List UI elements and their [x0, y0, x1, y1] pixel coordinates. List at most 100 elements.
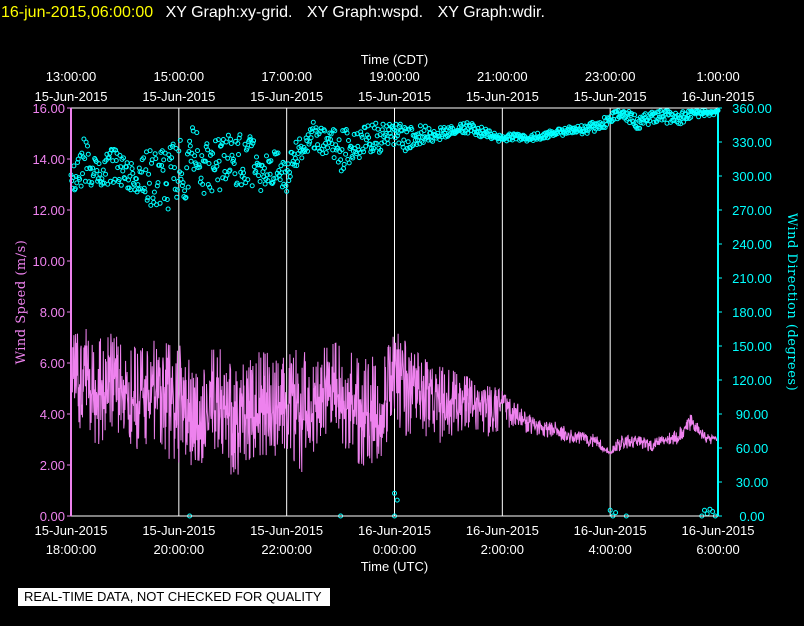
wind-direction-point [187, 143, 193, 149]
wind-direction-point [130, 170, 136, 176]
wind-direction-point [152, 151, 158, 157]
left-axis-title: Wind Speed (m/s) [14, 240, 29, 365]
wind-direction-point [283, 183, 289, 189]
wind-direction-point [100, 167, 106, 173]
wind-direction-point [351, 131, 357, 137]
wind-direction-point [118, 164, 124, 170]
wind-direction-point [371, 145, 377, 151]
wind-direction-point [232, 171, 238, 177]
wind-direction-point [366, 135, 372, 141]
wind-direction-point [90, 165, 96, 171]
wind-direction-point [417, 123, 423, 129]
header-title-wdir: XY Graph:wdir. [437, 4, 545, 21]
wind-direction-point [164, 181, 170, 187]
wind-direction-point [121, 155, 126, 161]
wind-direction-point [135, 182, 141, 188]
wind-direction-point [124, 160, 130, 166]
right-tick-label: 60.00 [736, 441, 769, 456]
wind-direction-point [600, 125, 606, 130]
right-tick-label: 360.00 [732, 101, 772, 116]
wind-direction-point [640, 120, 646, 126]
wind-direction-point [206, 161, 212, 166]
wind-direction-point [637, 125, 643, 131]
right-tick-label: 300.00 [732, 169, 772, 184]
wind-direction-point [405, 139, 411, 145]
left-tick-label: 8.00 [40, 305, 65, 320]
wind-direction-point [398, 127, 404, 133]
wind-direction-point [704, 511, 710, 517]
wind-direction-point [201, 190, 207, 196]
wind-direction-point [341, 161, 347, 167]
wind-direction-point [287, 174, 293, 179]
wind-direction-point [105, 181, 111, 187]
wind-direction-point [177, 137, 183, 143]
wind-direction-point [86, 179, 92, 185]
wind-direction-point [215, 177, 221, 183]
wind-direction-point [118, 182, 124, 188]
wind-direction-point [204, 141, 210, 147]
wind-direction-point [363, 143, 369, 149]
wind-direction-point [172, 186, 178, 192]
wind-direction-point [136, 165, 142, 171]
wind-direction-point [224, 172, 230, 178]
wind-direction-point [74, 180, 80, 186]
wind-direction-point [159, 163, 165, 168]
wind-direction-point [658, 108, 663, 114]
wind-direction-point [681, 119, 686, 125]
header-timestamp: 16-jun-2015,06:00:00 [1, 4, 154, 21]
wind-direction-series [68, 108, 721, 519]
wind-direction-point [422, 123, 428, 129]
wind-direction-point [400, 144, 406, 150]
wind-direction-point [307, 139, 313, 145]
wind-direction-point [209, 188, 215, 194]
wind-direction-point [267, 171, 273, 177]
wind-direction-point [117, 152, 123, 158]
wind-direction-point [115, 165, 121, 171]
wind-direction-point [273, 175, 279, 181]
wind-direction-point [155, 180, 161, 186]
left-tick-label: 16.00 [32, 101, 65, 116]
wind-direction-point [71, 163, 77, 169]
wind-direction-point [129, 166, 135, 172]
wind-direction-point [183, 195, 189, 200]
left-tick-label: 10.00 [32, 254, 65, 269]
bottom-tick-time: 22:00:00 [261, 542, 312, 557]
wind-direction-point [256, 173, 262, 179]
wind-direction-point [265, 178, 271, 184]
wind-direction-point [652, 110, 658, 116]
wind-direction-point [426, 126, 432, 132]
wind-direction-point [374, 140, 379, 146]
wind-direction-point [258, 188, 264, 193]
right-tick-label: 150.00 [732, 339, 772, 354]
wind-direction-point [147, 148, 153, 154]
wind-direction-point [271, 176, 277, 182]
wind-direction-point [190, 125, 195, 131]
wind-direction-point [385, 141, 391, 146]
wind-direction-point [172, 165, 177, 171]
wind-direction-point [192, 153, 198, 159]
wind-direction-point [139, 169, 144, 175]
wind-direction-point [310, 119, 316, 125]
wind-direction-point [421, 128, 427, 134]
wind-direction-point [344, 130, 350, 136]
wind-direction-point [251, 138, 257, 144]
wind-direction-point [604, 122, 610, 128]
wind-direction-point [184, 165, 190, 171]
wind-direction-point [169, 155, 175, 161]
bottom-tick-date: 15-Jun-2015 [250, 523, 323, 538]
wind-direction-point [403, 126, 409, 132]
wind-direction-point [144, 197, 150, 203]
bottom-tick-time: 18:00:00 [46, 542, 97, 557]
wind-direction-point [275, 150, 281, 156]
wind-direction-point [219, 141, 225, 147]
wind-direction-point [305, 132, 311, 138]
wind-direction-point [377, 132, 383, 138]
wind-direction-point [151, 189, 157, 195]
wind-direction-point [360, 146, 366, 152]
wind-direction-point [702, 507, 707, 513]
wind-direction-point [176, 148, 182, 154]
wind-direction-point [179, 171, 185, 177]
wind-direction-point [338, 157, 344, 163]
bottom-tick-time: 6:00:00 [696, 542, 739, 557]
wind-direction-point [629, 111, 635, 117]
